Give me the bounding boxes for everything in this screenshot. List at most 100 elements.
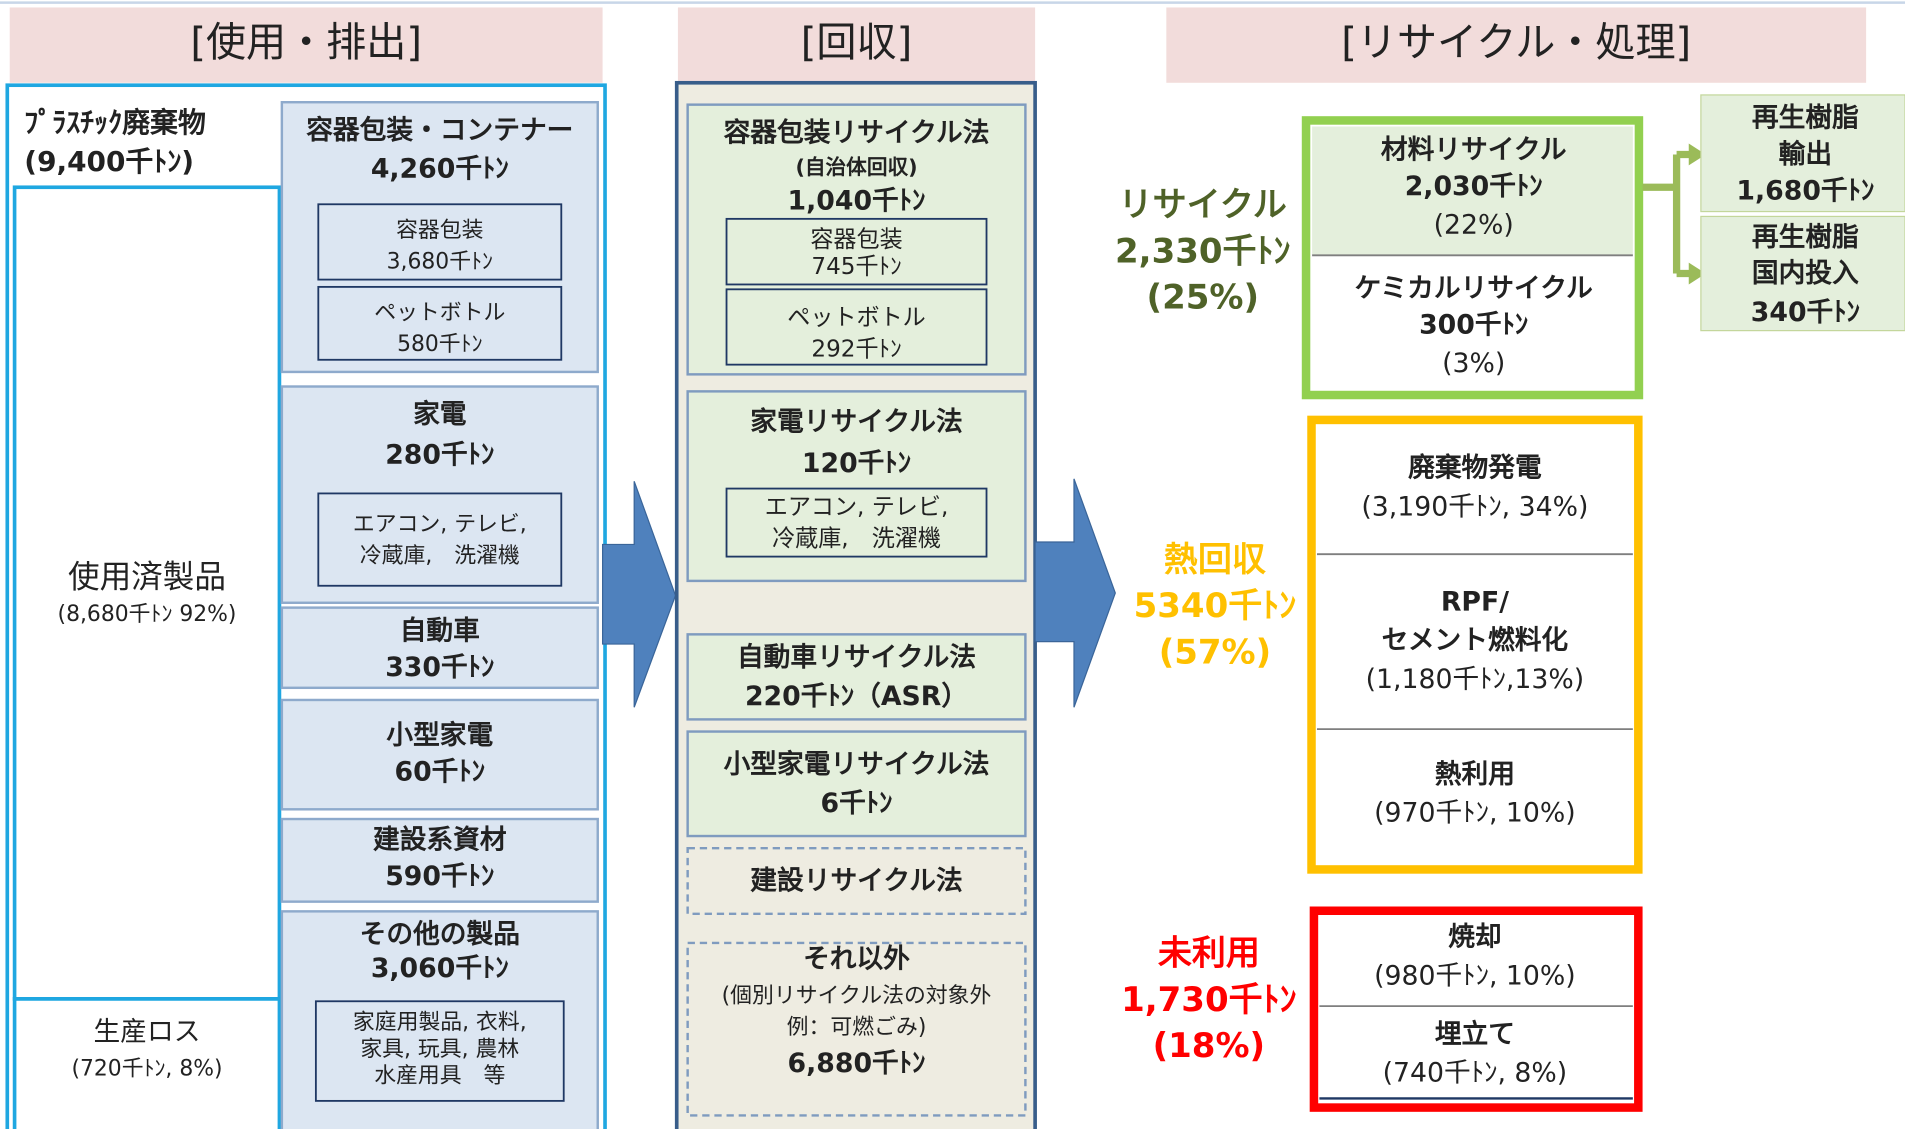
law-box	[686, 941, 1027, 1117]
label: 焼却	[1448, 922, 1501, 953]
label: (18%)	[1153, 1026, 1265, 1066]
label: 1,040千ﾄﾝ	[788, 185, 926, 216]
product-box	[280, 817, 599, 903]
label: 5340千ﾄﾝ	[1134, 586, 1297, 626]
label: 容器包装	[810, 227, 902, 253]
label: 水産用具 等	[374, 1064, 505, 1089]
loss-box	[12, 997, 282, 1129]
item-box	[725, 288, 988, 366]
label: 家具, 玩具, 農林	[360, 1037, 519, 1062]
label: 容器包装リサイクル法	[724, 116, 990, 148]
law-box	[686, 633, 1027, 721]
label: 1,680千ﾄﾝ	[1736, 176, 1874, 207]
label: RPF/	[1441, 586, 1509, 617]
item-box	[317, 285, 563, 361]
label: 292千ﾄﾝ	[811, 337, 901, 363]
law-box	[686, 730, 1027, 838]
label: 590千ﾄﾝ	[385, 861, 494, 892]
label: (740千ﾄﾝ, 8%)	[1383, 1058, 1568, 1089]
label: 材料リサイクル	[1381, 134, 1567, 165]
label: (自治体回収)	[795, 155, 917, 179]
label: 輸出	[1779, 138, 1832, 170]
label: 再生樹脂	[1752, 222, 1859, 253]
item-box	[317, 492, 563, 587]
label: エアコン, テレビ,	[353, 512, 527, 537]
label: [リサイクル・処理]	[1341, 20, 1691, 66]
label: ペットボトル	[374, 301, 505, 326]
label: 冷蔵庫, 洗濯機	[772, 526, 941, 552]
flow-arrow	[1034, 478, 1116, 708]
label: 再生樹脂	[1752, 103, 1859, 134]
label: 3,060千ﾄﾝ	[371, 953, 509, 984]
label: 60千ﾄﾝ	[394, 756, 485, 787]
item-box	[725, 487, 988, 558]
label: 家電	[413, 398, 467, 430]
label: 容器包装・コンテナー	[306, 114, 573, 146]
label: 例：可燃ごみ)	[787, 1015, 927, 1040]
label: 2,330千ﾄﾝ	[1115, 231, 1291, 271]
heat-box	[1307, 415, 1643, 874]
label: 生産ロス	[94, 1016, 201, 1047]
item-box	[725, 217, 988, 286]
label: 家庭用製品, 衣料,	[353, 1010, 527, 1035]
label: 小型家電リサイクル法	[724, 748, 990, 780]
label: 建設リサイクル法	[750, 865, 962, 897]
label: (個別リサイクル法の対象外	[722, 983, 992, 1008]
label: 745千ﾄﾝ	[811, 254, 901, 280]
label: 国内投入	[1752, 258, 1859, 289]
law-box	[686, 846, 1027, 916]
output-box	[1700, 215, 1905, 332]
label: ペットボトル	[787, 305, 925, 331]
label: ケミカルリサイクル	[1355, 273, 1593, 304]
product-box	[280, 698, 599, 811]
label: 埋立て	[1435, 1018, 1515, 1050]
arrow-head	[1688, 143, 1706, 166]
label: 未利用	[1158, 934, 1260, 974]
label: (22%)	[1434, 210, 1514, 241]
label: 1,730千ﾄﾝ	[1121, 980, 1297, 1020]
label: 熱回収	[1164, 540, 1266, 580]
label: (720千ﾄﾝ, 8%)	[71, 1056, 222, 1081]
label: 6,880千ﾄﾝ	[788, 1048, 926, 1079]
label: (3,190千ﾄﾝ, 34%)	[1361, 492, 1588, 523]
label: 220千ﾄﾝ（ASR）	[745, 681, 968, 712]
branch-arrow	[1642, 150, 1692, 278]
label: その他の製品	[360, 919, 520, 950]
label: (3%)	[1442, 348, 1505, 379]
label: セメント燃料化	[1382, 625, 1569, 656]
label: 家電リサイクル法	[750, 405, 962, 437]
label: (8,680千ﾄﾝ 92%)	[58, 602, 237, 627]
label: それ以外	[803, 943, 910, 974]
output-box	[1700, 94, 1905, 213]
label: 熱利用	[1435, 759, 1515, 790]
label: 冷蔵庫, 洗濯機	[360, 544, 520, 569]
label: 4,260千ﾄﾝ	[371, 154, 509, 185]
label: ﾌﾟﾗｽﾁｯｸ廃棄物	[24, 106, 206, 139]
label: (25%)	[1147, 278, 1259, 318]
label: 6千ﾄﾝ	[821, 788, 893, 819]
header-box	[9, 7, 603, 83]
label: 自動車リサイクル法	[737, 641, 976, 673]
label: 120千ﾄﾝ	[802, 448, 911, 479]
label: (57%)	[1159, 632, 1271, 672]
label: 使用済製品	[68, 559, 226, 595]
item-box	[314, 1000, 565, 1102]
label: (980千ﾄﾝ, 10%)	[1374, 960, 1576, 991]
label: 建設系資材	[373, 823, 507, 855]
label: [使用・排出]	[190, 20, 422, 66]
flow-arrow	[601, 481, 677, 708]
label: (970千ﾄﾝ, 10%)	[1374, 798, 1576, 829]
label: 300千ﾄﾝ	[1419, 309, 1528, 340]
recycle-item-fill	[1312, 126, 1633, 256]
label: 330千ﾄﾝ	[385, 652, 494, 683]
label: 580千ﾄﾝ	[397, 332, 482, 357]
label: 自動車	[400, 614, 480, 646]
label: 小型家電	[386, 719, 493, 751]
product-box	[280, 606, 599, 690]
label: 340千ﾄﾝ	[1751, 297, 1860, 328]
label: (1,180千ﾄﾝ,13%)	[1366, 664, 1585, 695]
header-box	[677, 7, 1036, 83]
arrow-head	[1688, 262, 1706, 285]
label: [回収]	[801, 20, 912, 66]
